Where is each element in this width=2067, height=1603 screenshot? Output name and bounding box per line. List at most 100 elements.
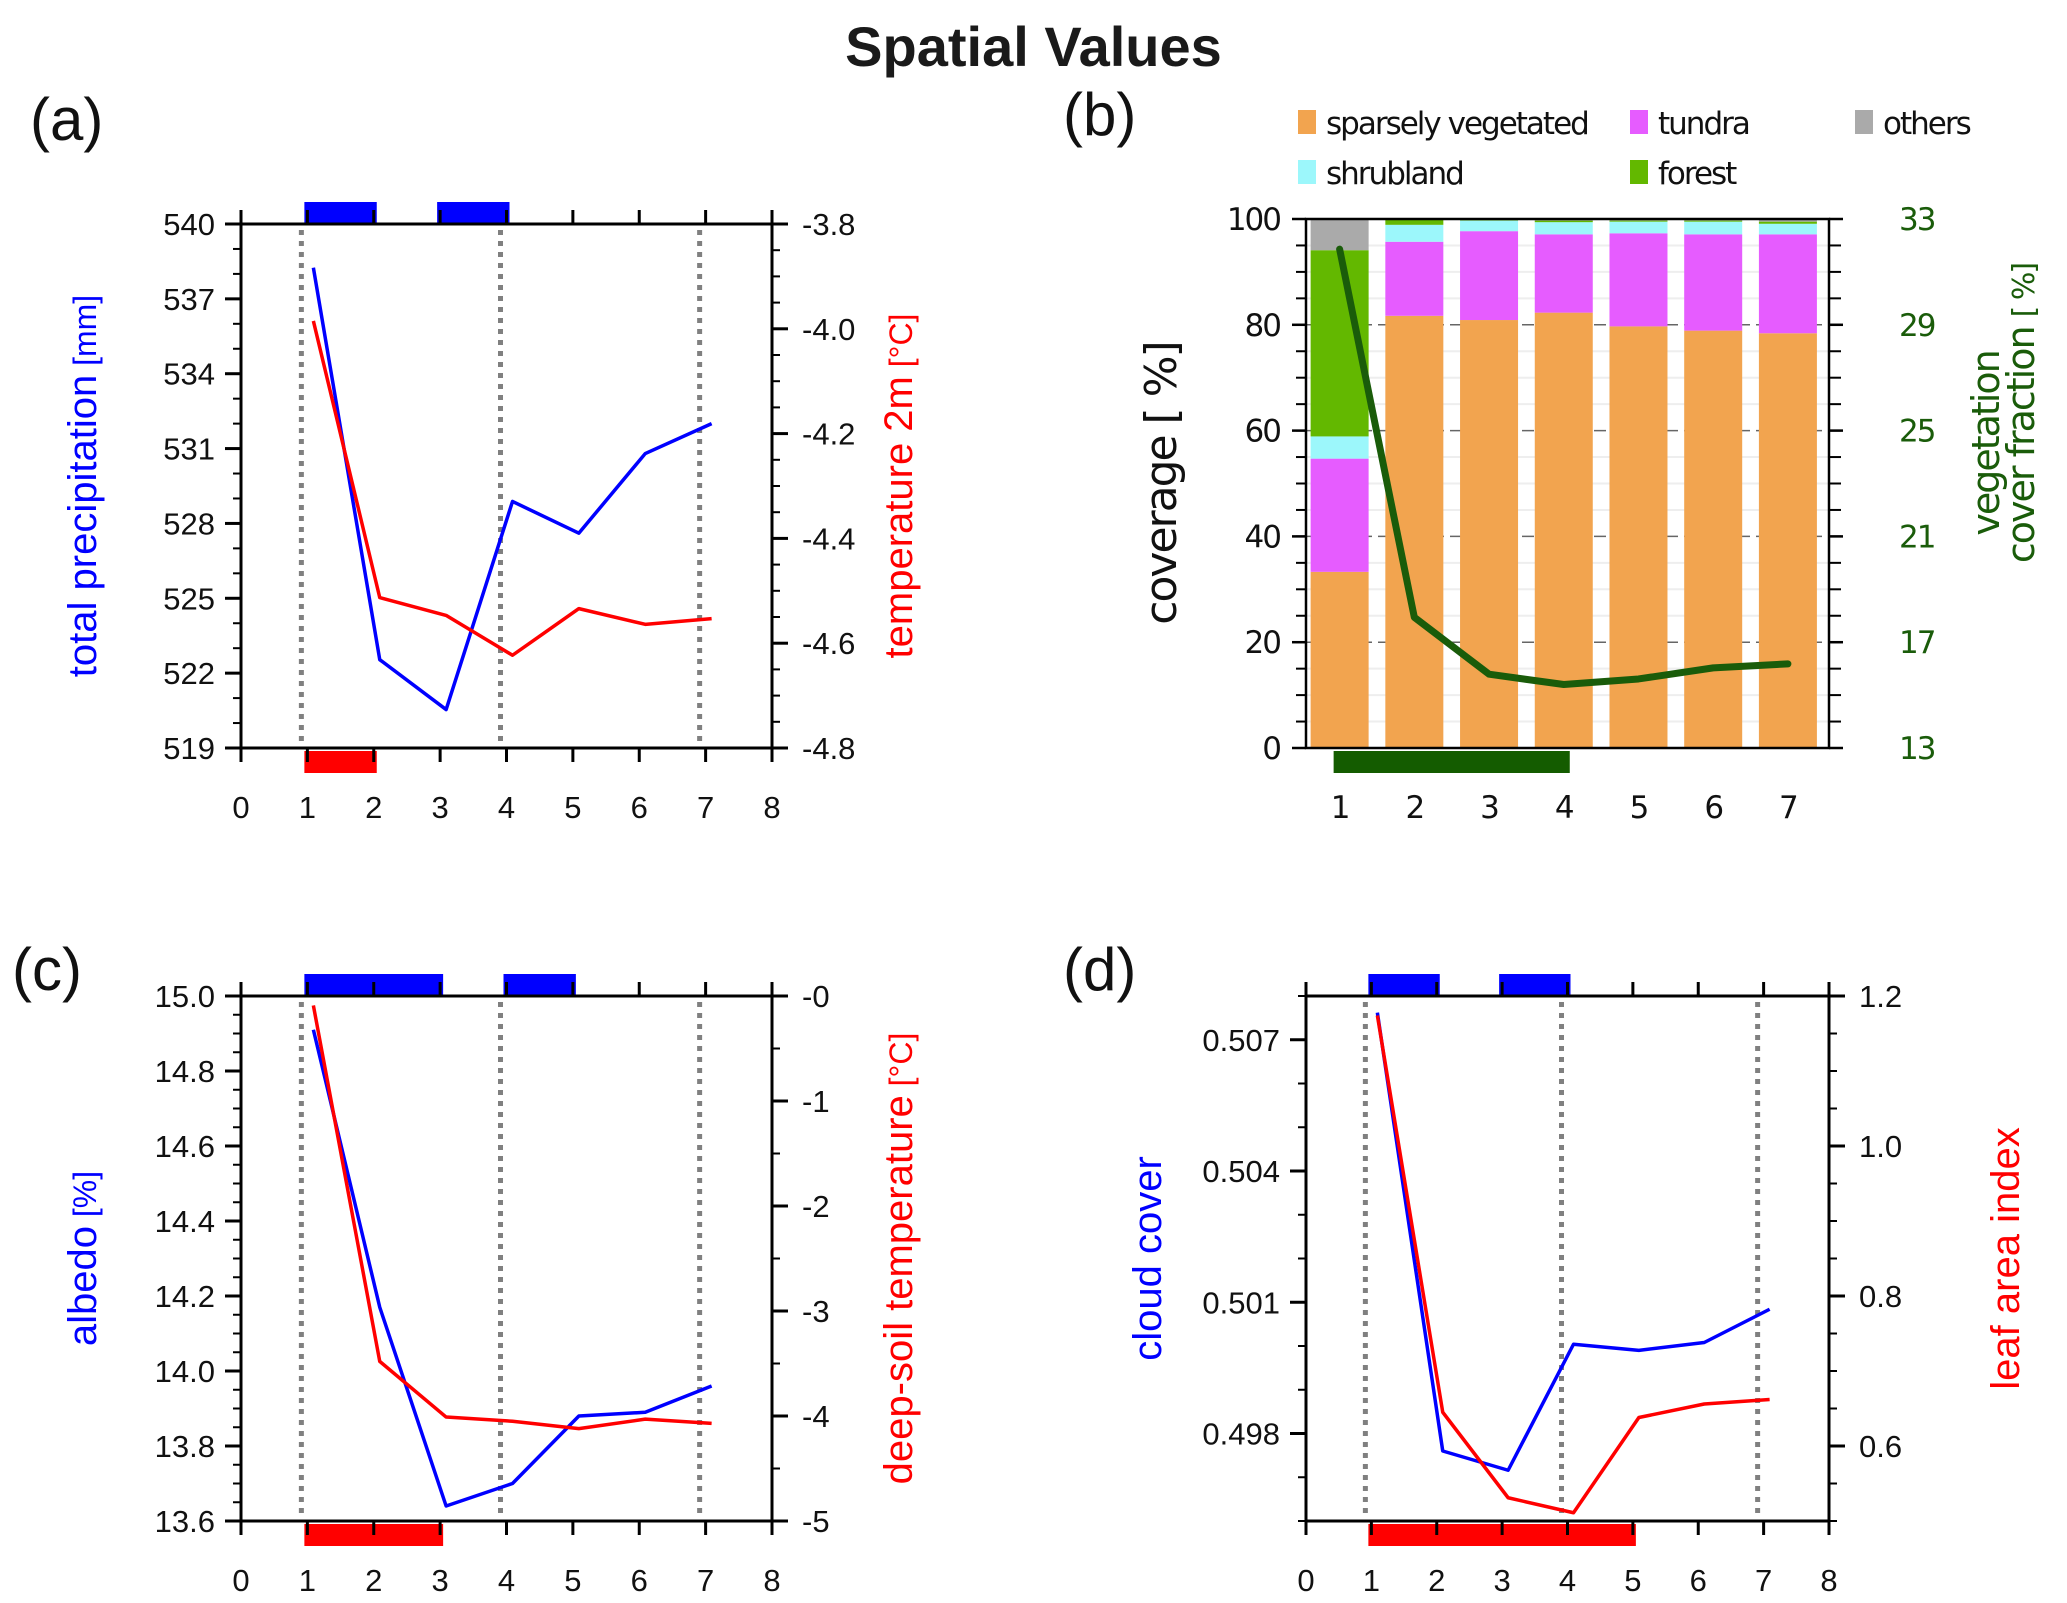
bar-segment-forest [1758, 221, 1817, 224]
bar-segment-tundra [1460, 231, 1519, 321]
x-tick-label: 8 [763, 1563, 780, 1598]
y-tick-label: 14.2 [155, 1279, 215, 1314]
x-tick-label: 4 [1559, 1563, 1576, 1598]
x-tick-label: 6 [1690, 1563, 1707, 1598]
y2-tick-label: -5 [802, 1504, 830, 1539]
top-significance-bar [437, 202, 510, 224]
y-tick-label: 60 [1245, 414, 1281, 450]
series-line-temperature-2m [311, 320, 712, 658]
x-tick-label: 2 [365, 790, 382, 825]
y-tick-label: 40 [1245, 519, 1281, 555]
legend-swatch [1630, 110, 1648, 134]
x-tick-label: 5 [564, 1563, 581, 1598]
y2-tick-label: 29 [1899, 308, 1935, 344]
bar-segment-forest [1385, 219, 1444, 225]
legend-item: forest [1630, 156, 1739, 192]
bar-segment-tundra [1758, 234, 1817, 334]
legend-label: others [1883, 106, 1971, 142]
legend-item: others [1855, 106, 1973, 142]
bar-segment-shrubland [1310, 436, 1369, 459]
panel-c: (c) 0 1 2 3 4 5 6 7 8 13.6 13.8 14.0 14.2 14.4 14.6 14.8… [12, 936, 921, 1598]
x-tick-label: 1 [1363, 1563, 1380, 1598]
y2-tick-label: 17 [1899, 625, 1935, 661]
series-line-leaf-area-index [1375, 1015, 1770, 1515]
right-axis-title: deep-soil temperature [°C] [877, 1033, 921, 1485]
x-tick-label: 5 [1630, 790, 1648, 826]
x-tick-label: 7 [1779, 790, 1797, 826]
left-axis-label: cloud cover [1126, 1156, 1170, 1361]
legend-item: sparsely vegetated [1298, 106, 1590, 142]
bottom-significance-bar [370, 1524, 444, 1546]
top-significance-bar [370, 974, 444, 996]
panel-label: (c) [12, 936, 82, 1003]
right-axis-title: temperature 2m [°C] [877, 314, 921, 659]
y-tick-label: 20 [1245, 625, 1281, 661]
y2-tick-label: -2 [802, 1189, 830, 1224]
x-tick-label: 8 [763, 790, 780, 825]
right-axis-unit: [°C] [883, 314, 919, 377]
x-tick-label: 7 [697, 1563, 714, 1598]
right-axis-label: leaf area index [1984, 1127, 2028, 1389]
y2-tick-label: 21 [1899, 519, 1934, 555]
x-tick-label: 7 [1755, 1563, 1772, 1598]
y-tick-label: 14.4 [155, 1204, 215, 1239]
x-tick-label: 3 [432, 790, 449, 825]
y-tick-label: 14.6 [155, 1129, 215, 1164]
bar-segment-tundra [1684, 234, 1743, 331]
figure-title: Spatial Values [845, 15, 1222, 78]
x-tick-label: 3 [432, 1563, 449, 1598]
bar-segment-sparsely-vegetated [1460, 320, 1519, 748]
series-line-vegetation-cover-fraction [1336, 245, 1792, 689]
y2-tick-label: -0 [802, 979, 830, 1014]
right-axis-unit: [°C] [883, 1033, 919, 1096]
panel-label: (d) [1063, 936, 1136, 1003]
left-axis-title: total precipitation [mm] [61, 295, 105, 677]
bar-segment-others [1758, 219, 1817, 222]
y2-tick-label: -4.4 [802, 521, 855, 556]
x-tick-label: 2 [365, 1563, 382, 1598]
top-significance-bar [1368, 974, 1440, 996]
left-axis-title: cloud cover [1126, 1156, 1170, 1361]
left-axis-unit: [mm] [67, 295, 103, 375]
bar-segment-tundra [1609, 233, 1668, 327]
bar-segment-shrubland [1609, 221, 1668, 234]
y-tick-label: 14.0 [155, 1354, 215, 1389]
bar-segment-tundra [1534, 234, 1593, 313]
bar-segment-shrubland [1385, 224, 1444, 242]
bar-segment-others [1310, 219, 1369, 251]
bar-segment-shrubland [1758, 223, 1817, 235]
x-tick-label: 4 [498, 790, 515, 825]
bottom-significance-bar [304, 1524, 377, 1546]
bar-segment-sparsely-vegetated [1310, 571, 1369, 748]
y-tick-label: 100 [1227, 202, 1280, 238]
right-axis-label: cover fraction [1999, 317, 2043, 563]
legend-item: tundra [1630, 106, 1751, 142]
y-tick-label: 519 [163, 731, 215, 766]
bar-segment-sparsely-vegetated [1609, 326, 1668, 748]
x-tick-label: 6 [631, 1563, 648, 1598]
panel-label: (a) [30, 86, 103, 153]
bar-segment-forest [1534, 220, 1593, 223]
top-significance-bar [1499, 974, 1571, 996]
y-tick-label: 0.501 [1202, 1285, 1280, 1320]
y-tick-label: 0 [1262, 731, 1280, 767]
bar-segment-forest [1460, 220, 1519, 221]
y-tick-label: 0.507 [1202, 1023, 1280, 1058]
x-tick-label: 6 [631, 790, 648, 825]
left-axis-label: coverage [1136, 424, 1187, 624]
panel-a: (a) 0 1 2 3 4 5 6 7 8 519 522 525 528 531 534 537 540 -4.8… [30, 86, 921, 825]
bottom-significance-bar [1433, 1524, 1506, 1546]
plot-frame [1304, 994, 1831, 1523]
bar-segment-tundra [1310, 458, 1369, 572]
right-axis-label: deep-soil temperature [877, 1095, 921, 1484]
legend-label: sparsely vegetated [1326, 106, 1588, 142]
panel-d: (d) 0 1 2 3 4 5 6 7 8 0.498 0.501 0.504 0.507 0.6 0.8 1.… [1063, 936, 2028, 1598]
y2-tick-label: 0.8 [1859, 1279, 1902, 1314]
bar-segment-sparsely-vegetated [1534, 312, 1593, 748]
bottom-significance-bar [1333, 751, 1570, 773]
x-tick-label: 7 [697, 790, 714, 825]
left-axis-label: total precipitation [61, 375, 105, 677]
y2-tick-label: -3 [802, 1294, 830, 1329]
legend-swatch [1298, 110, 1316, 134]
y-tick-label: 537 [163, 282, 215, 317]
